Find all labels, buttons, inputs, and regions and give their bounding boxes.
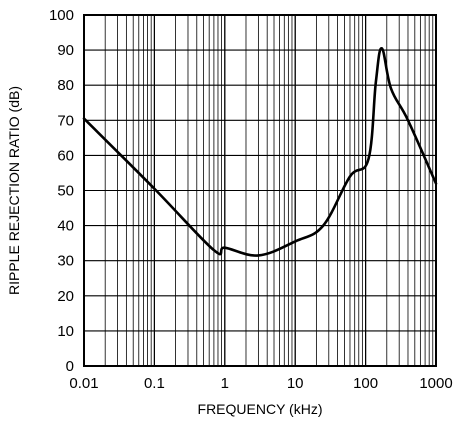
y-tick-label: 70	[57, 112, 74, 129]
y-tick-label: 50	[57, 183, 74, 200]
y-tick-labels: 0 10 20 30 40 50 60 70 80 90 100	[49, 7, 74, 375]
y-axis-title: RIPPLE REJECTION RATIO (dB)	[6, 86, 22, 295]
x-tick-label: 1000	[419, 375, 452, 392]
series-line	[82, 47, 438, 257]
x-tick-labels: 0.01 0.1 1 10 100 1000	[69, 375, 452, 392]
y-tick-label: 60	[57, 147, 74, 164]
y-tick-label: 30	[57, 253, 74, 270]
series-layer	[82, 47, 438, 257]
x-tick-label: 0.1	[144, 375, 165, 392]
y-tick-label: 20	[57, 288, 74, 305]
y-tick-label: 100	[49, 7, 74, 24]
grid	[83, 14, 437, 367]
x-tick-label: 100	[353, 375, 378, 392]
x-axis-title: FREQUENCY (kHz)	[198, 401, 323, 417]
plot-frame	[83, 14, 437, 367]
y-tick-label: 80	[57, 77, 74, 94]
x-tick-label: 1	[221, 375, 229, 392]
y-tick-label: 40	[57, 218, 74, 235]
x-tick-label: 0.01	[69, 375, 98, 392]
y-tick-label: 10	[57, 323, 74, 340]
x-tick-label: 10	[287, 375, 304, 392]
y-tick-label: 0	[66, 358, 74, 375]
y-tick-label: 90	[57, 42, 74, 59]
